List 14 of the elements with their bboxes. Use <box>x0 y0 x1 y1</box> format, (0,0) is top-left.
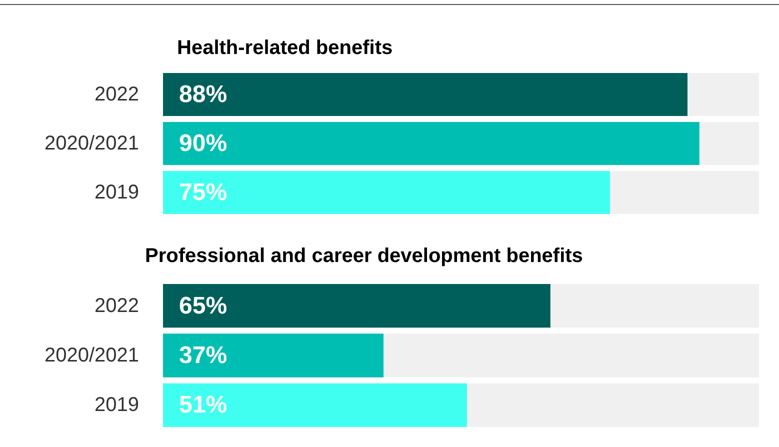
data-label: 88% <box>179 81 228 108</box>
data-label: 37% <box>179 342 228 369</box>
y-tick-label: 2020/2021 <box>44 132 139 154</box>
data-label: 75% <box>179 179 228 206</box>
y-tick-label: 2022 <box>94 294 139 317</box>
y-tick-label: 2020/2021 <box>44 344 139 366</box>
y-tick-label: 2022 <box>94 84 139 106</box>
chart-title: Health-related benefits <box>177 37 393 59</box>
data-label: 65% <box>179 292 228 320</box>
y-tick-label: 2019 <box>94 394 139 416</box>
data-label: 51% <box>179 392 228 419</box>
y-tick-label: 2019 <box>94 182 139 204</box>
chart-title: Professional and career development benefits <box>145 245 583 267</box>
data-label: 90% <box>179 130 228 157</box>
